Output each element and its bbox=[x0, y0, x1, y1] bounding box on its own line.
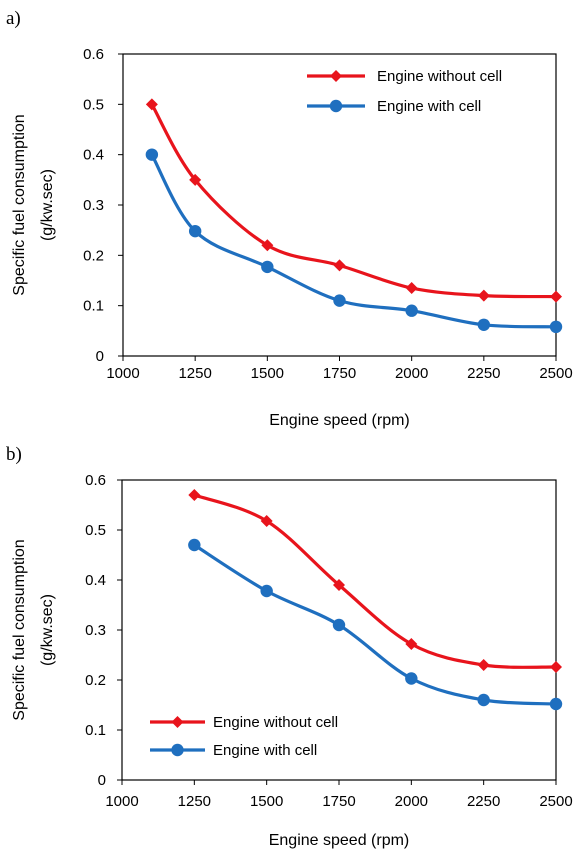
series-point bbox=[261, 239, 274, 252]
chart-1: a) 1000 1250 1500 1750 2000 2250 2500 0 0.1 0.2 0.3… bbox=[6, 8, 573, 429]
legend-swatch-marker bbox=[171, 743, 184, 757]
legend-swatch-marker bbox=[329, 99, 343, 113]
series-point bbox=[261, 260, 274, 274]
series-point bbox=[477, 318, 491, 331]
x-tick-label: 1500 bbox=[250, 793, 283, 810]
y-tick-label: 0.6 bbox=[83, 46, 104, 63]
legend-label: Engine with cell bbox=[213, 742, 317, 759]
series-point bbox=[260, 584, 273, 598]
x-tick-label: 2000 bbox=[395, 365, 428, 382]
x-tick-label: 1750 bbox=[322, 793, 355, 810]
x-axis-title: Engine speed (rpm) bbox=[269, 832, 410, 849]
y-tick-label: 0.4 bbox=[83, 147, 104, 164]
y-tick-label: 0.3 bbox=[83, 197, 104, 214]
series-point bbox=[550, 290, 562, 303]
series-line-2 bbox=[150, 153, 557, 329]
y-axis-unit: (g/kw.sec) bbox=[39, 594, 56, 666]
legend-swatch-marker bbox=[330, 70, 342, 82]
y-tick-label: 0.3 bbox=[85, 622, 106, 639]
series-point bbox=[477, 659, 490, 671]
legend-label: Engine with cell bbox=[377, 98, 481, 115]
legend-label: Engine without cell bbox=[377, 68, 502, 85]
chart-2: b) 1000 1250 1500 1750 2000 2250 2500 0 0.1 0.2 0.3… bbox=[6, 444, 573, 849]
series-point bbox=[405, 672, 418, 685]
legend-label: Engine without cell bbox=[213, 714, 338, 731]
series-line-2 bbox=[193, 543, 557, 706]
x-tick-label: 1000 bbox=[105, 793, 138, 810]
series-point bbox=[145, 98, 158, 111]
y-tick-label: 0 bbox=[98, 772, 106, 789]
series-point bbox=[189, 173, 202, 186]
series-point bbox=[332, 618, 346, 632]
x-tick-label: 1250 bbox=[178, 365, 211, 382]
series-point bbox=[333, 579, 345, 591]
y-tick-label: 0.1 bbox=[85, 722, 106, 739]
series-point bbox=[188, 538, 201, 552]
legend-swatch-marker bbox=[171, 716, 184, 728]
x-tick-label: 2250 bbox=[467, 793, 500, 810]
series-point bbox=[405, 282, 418, 295]
x-tick-label: 1000 bbox=[106, 365, 139, 382]
series-point bbox=[549, 320, 563, 334]
series-point bbox=[477, 289, 490, 302]
y-tick-label: 0.5 bbox=[83, 96, 104, 113]
series-point bbox=[549, 697, 563, 711]
y-tick-label: 0.2 bbox=[83, 247, 104, 264]
panel-label: b) bbox=[6, 444, 22, 465]
plot-frame bbox=[122, 53, 557, 357]
series-point bbox=[477, 693, 490, 707]
series-point bbox=[260, 515, 273, 527]
series-point bbox=[333, 294, 346, 307]
x-tick-label: 1500 bbox=[251, 365, 284, 382]
series-point bbox=[188, 224, 202, 238]
x-tick-label: 2250 bbox=[467, 365, 500, 382]
series-point bbox=[405, 638, 418, 650]
series-point bbox=[550, 661, 562, 673]
y-axis-unit: (g/kw.sec) bbox=[39, 169, 56, 241]
panel-label: a) bbox=[6, 8, 21, 29]
y-axis-title: Specific fuel consumption bbox=[11, 539, 28, 720]
series-point bbox=[333, 259, 346, 272]
x-tick-label: 1250 bbox=[178, 793, 211, 810]
y-tick-label: 0 bbox=[96, 348, 104, 365]
series-point bbox=[405, 304, 418, 317]
x-tick-label: 2500 bbox=[539, 365, 572, 382]
x-tick-label: 2000 bbox=[395, 793, 428, 810]
series-point bbox=[188, 489, 201, 501]
x-axis-title: Engine speed (rpm) bbox=[269, 412, 410, 429]
x-tick-label: 2500 bbox=[539, 793, 572, 810]
series-point bbox=[145, 148, 159, 161]
y-tick-label: 0.4 bbox=[85, 572, 106, 589]
y-tick-label: 0.1 bbox=[83, 298, 104, 315]
y-tick-label: 0.2 bbox=[85, 672, 106, 689]
series-line-1 bbox=[150, 103, 557, 299]
y-tick-label: 0.5 bbox=[85, 522, 106, 539]
x-tick-label: 1750 bbox=[323, 365, 356, 382]
y-tick-label: 0.6 bbox=[85, 472, 106, 489]
y-axis-title: Specific fuel consumption bbox=[11, 114, 28, 295]
